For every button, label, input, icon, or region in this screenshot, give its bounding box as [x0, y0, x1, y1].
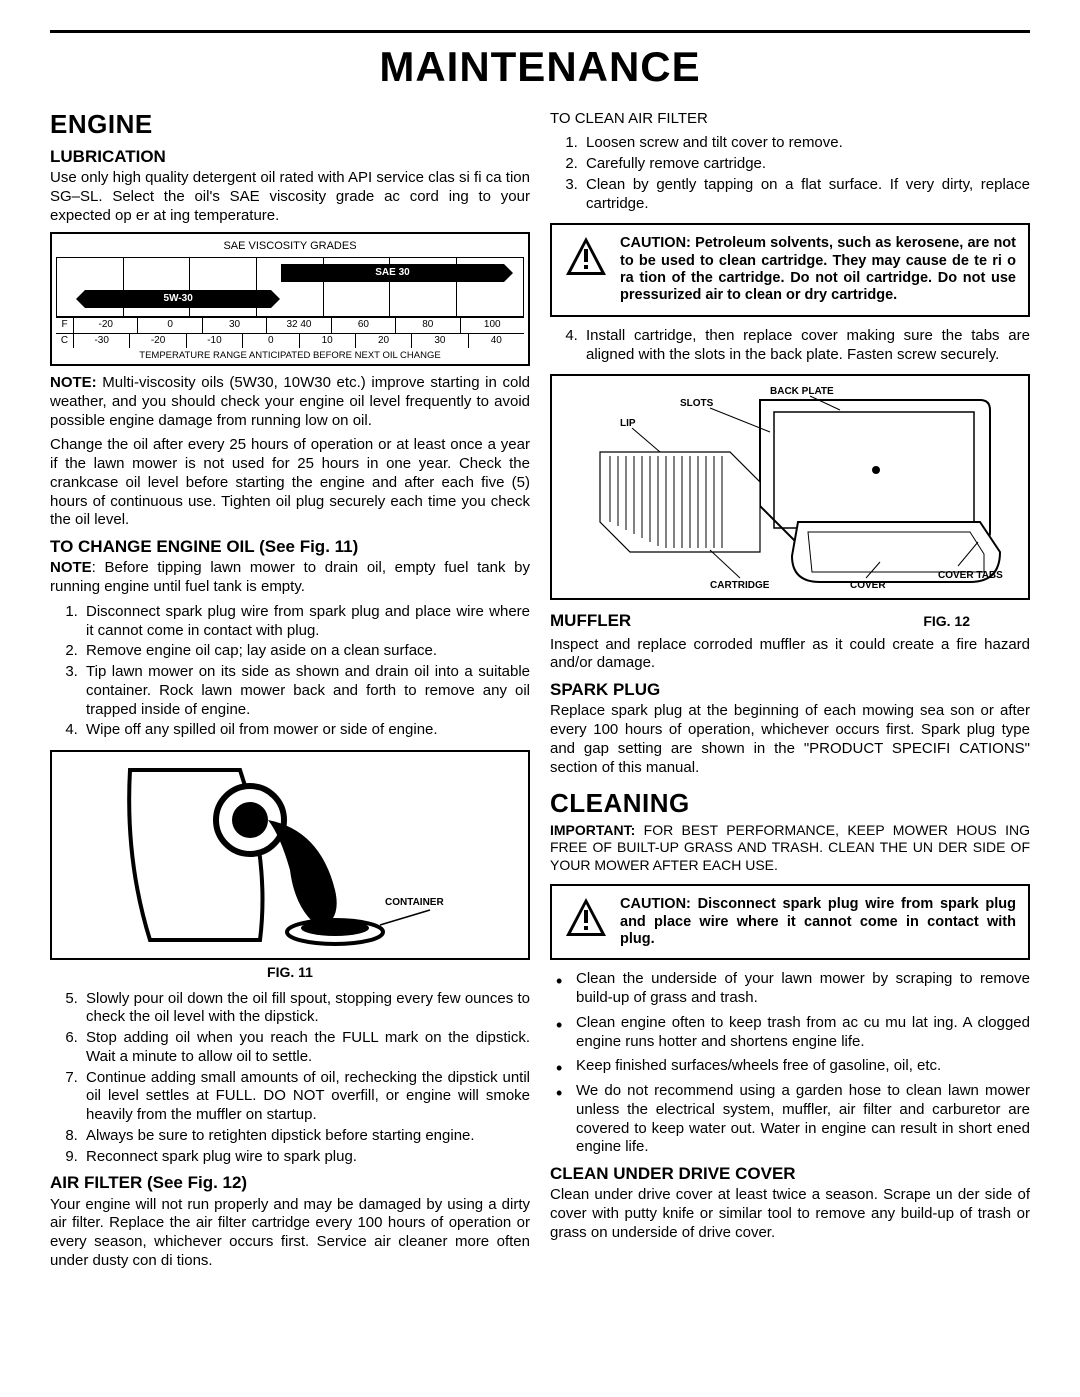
- svg-text:SLOTS: SLOTS: [680, 398, 714, 409]
- svg-text:CARTRIDGE: CARTRIDGE: [710, 580, 770, 591]
- svg-text:COVER: COVER: [850, 580, 886, 591]
- spark-plug-text: Replace spark plug at the beginning of e…: [550, 702, 1030, 777]
- warning-icon: [564, 896, 608, 940]
- engine-heading: ENGINE: [50, 108, 530, 141]
- change-oil-steps-1: Disconnect spark plug wire from spark pl…: [50, 603, 530, 740]
- viscosity-footer: TEMPERATURE RANGE ANTICIPATED BEFORE NEX…: [56, 348, 524, 362]
- svg-text:COVER TABS: COVER TABS: [938, 570, 1003, 581]
- cstep-2: Carefully remove cartridge.: [582, 155, 1030, 174]
- step-7: Continue adding small amounts of oil, re…: [82, 1069, 530, 1125]
- viscosity-title: SAE VISCOSITY GRADES: [56, 240, 524, 254]
- fig12-label: FIG. 12: [923, 613, 970, 631]
- caution-disconnect: CAUTION: Disconnect spark plug wire from…: [550, 884, 1030, 960]
- svg-text:BACK PLATE: BACK PLATE: [770, 386, 834, 397]
- figure-11: CONTAINER: [50, 750, 530, 960]
- right-column: TO CLEAN AIR FILTER Loosen screw and til…: [550, 104, 1030, 1277]
- lubrication-text: Use only high quality detergent oil rate…: [50, 169, 530, 225]
- cleaning-bullets: Clean the underside of your lawn mower b…: [550, 970, 1030, 1157]
- viscosity-row-c: C -30 -20 -10 0 10 20 30 40: [56, 333, 524, 349]
- cleaning-heading: CLEANING: [550, 787, 1030, 820]
- cleaning-important: IMPORTANT: FOR BEST PERFORMANCE, KEEP MO…: [550, 822, 1030, 875]
- lubrication-heading: LUBRICATION: [50, 146, 530, 167]
- step-1: Disconnect spark plug wire from spark pl…: [82, 603, 530, 641]
- viscosity-chart: SAE VISCOSITY GRADES SAE 30 5W-30 F -20 …: [50, 232, 530, 367]
- two-column-layout: ENGINE LUBRICATION Use only high quality…: [50, 104, 1030, 1277]
- top-rule: [50, 30, 1030, 33]
- left-column: ENGINE LUBRICATION Use only high quality…: [50, 104, 530, 1277]
- note-before-tipping: NOTE: Before tipping lawn mower to drain…: [50, 559, 530, 597]
- drive-cover-heading: CLEAN UNDER DRIVE COVER: [550, 1163, 1030, 1184]
- change-oil-heading: TO CHANGE ENGINE OIL (See Fig. 11): [50, 536, 530, 557]
- step-9: Reconnect spark plug wire to spark plug.: [82, 1148, 530, 1167]
- caution-solvents-text: CAUTION: Petroleum solvents, such as ker…: [620, 235, 1016, 305]
- change-oil-paragraph: Change the oil after every 25 hours of o…: [50, 436, 530, 530]
- to-clean-heading: TO CLEAN AIR FILTER: [550, 110, 1030, 129]
- muffler-text: Inspect and replace corroded muffler as …: [550, 636, 1030, 674]
- drive-cover-text: Clean under drive cover at least twice a…: [550, 1186, 1030, 1242]
- figure-12: BACK PLATE SLOTS LIP CARTRIDGE COVER COV…: [550, 374, 1030, 600]
- bullet-4: We do not recommend using a garden hose …: [550, 1082, 1030, 1157]
- 5w30-bar: 5W-30: [85, 290, 271, 308]
- sae30-bar: SAE 30: [281, 264, 505, 282]
- air-filter-text: Your engine will not run properly and ma…: [50, 1196, 530, 1271]
- step-3: Tip lawn mower on its side as shown and …: [82, 663, 530, 719]
- step-2: Remove engine oil cap; lay aside on a cl…: [82, 642, 530, 661]
- clean-filter-steps-2: Install cartridge, then replace cover ma…: [550, 327, 1030, 365]
- clean-filter-steps-1: Loosen screw and tilt cover to remove. C…: [550, 134, 1030, 213]
- step-8: Always be sure to retighten dipstick bef…: [82, 1127, 530, 1146]
- cstep-3: Clean by gently tapping on a flat surfac…: [582, 176, 1030, 214]
- muffler-heading: MUFFLER: [550, 610, 631, 631]
- cstep-1: Loosen screw and tilt cover to remove.: [582, 134, 1030, 153]
- cstep-4: Install cartridge, then replace cover ma…: [582, 327, 1030, 365]
- caution-disconnect-text: CAUTION: Disconnect spark plug wire from…: [620, 896, 1016, 948]
- step-4: Wipe off any spilled oil from mower or s…: [82, 721, 530, 740]
- viscosity-row-f: F -20 0 30 32 40 60 80 100: [56, 317, 524, 333]
- page-title: MAINTENANCE: [50, 41, 1030, 94]
- viscosity-grid: SAE 30 5W-30: [56, 257, 524, 317]
- spark-plug-heading: SPARK PLUG: [550, 679, 1030, 700]
- caution-solvents: CAUTION: Petroleum solvents, such as ker…: [550, 223, 1030, 317]
- step-6: Stop adding oil when you reach the FULL …: [82, 1029, 530, 1067]
- note-multi-viscosity: NOTE: Multi-viscosity oils (5W30, 10W30 …: [50, 374, 530, 430]
- fig12-svg: BACK PLATE SLOTS LIP CARTRIDGE COVER COV…: [560, 382, 1020, 592]
- c-label: C: [56, 334, 74, 349]
- fig11-svg: CONTAINER: [120, 760, 460, 950]
- step-5: Slowly pour oil down the oil fill spout,…: [82, 990, 530, 1028]
- svg-text:LIP: LIP: [620, 418, 636, 429]
- fig11-label: FIG. 11: [50, 964, 530, 982]
- f-label: F: [56, 318, 74, 333]
- bullet-3: Keep finished surfaces/wheels free of ga…: [550, 1057, 1030, 1076]
- bullet-2: Clean engine often to keep trash from ac…: [550, 1014, 1030, 1052]
- bullet-1: Clean the underside of your lawn mower b…: [550, 970, 1030, 1008]
- change-oil-steps-2: Slowly pour oil down the oil fill spout,…: [50, 990, 530, 1167]
- warning-icon: [564, 235, 608, 279]
- air-filter-heading: AIR FILTER (See Fig. 12): [50, 1172, 530, 1193]
- container-label: CONTAINER: [385, 897, 444, 908]
